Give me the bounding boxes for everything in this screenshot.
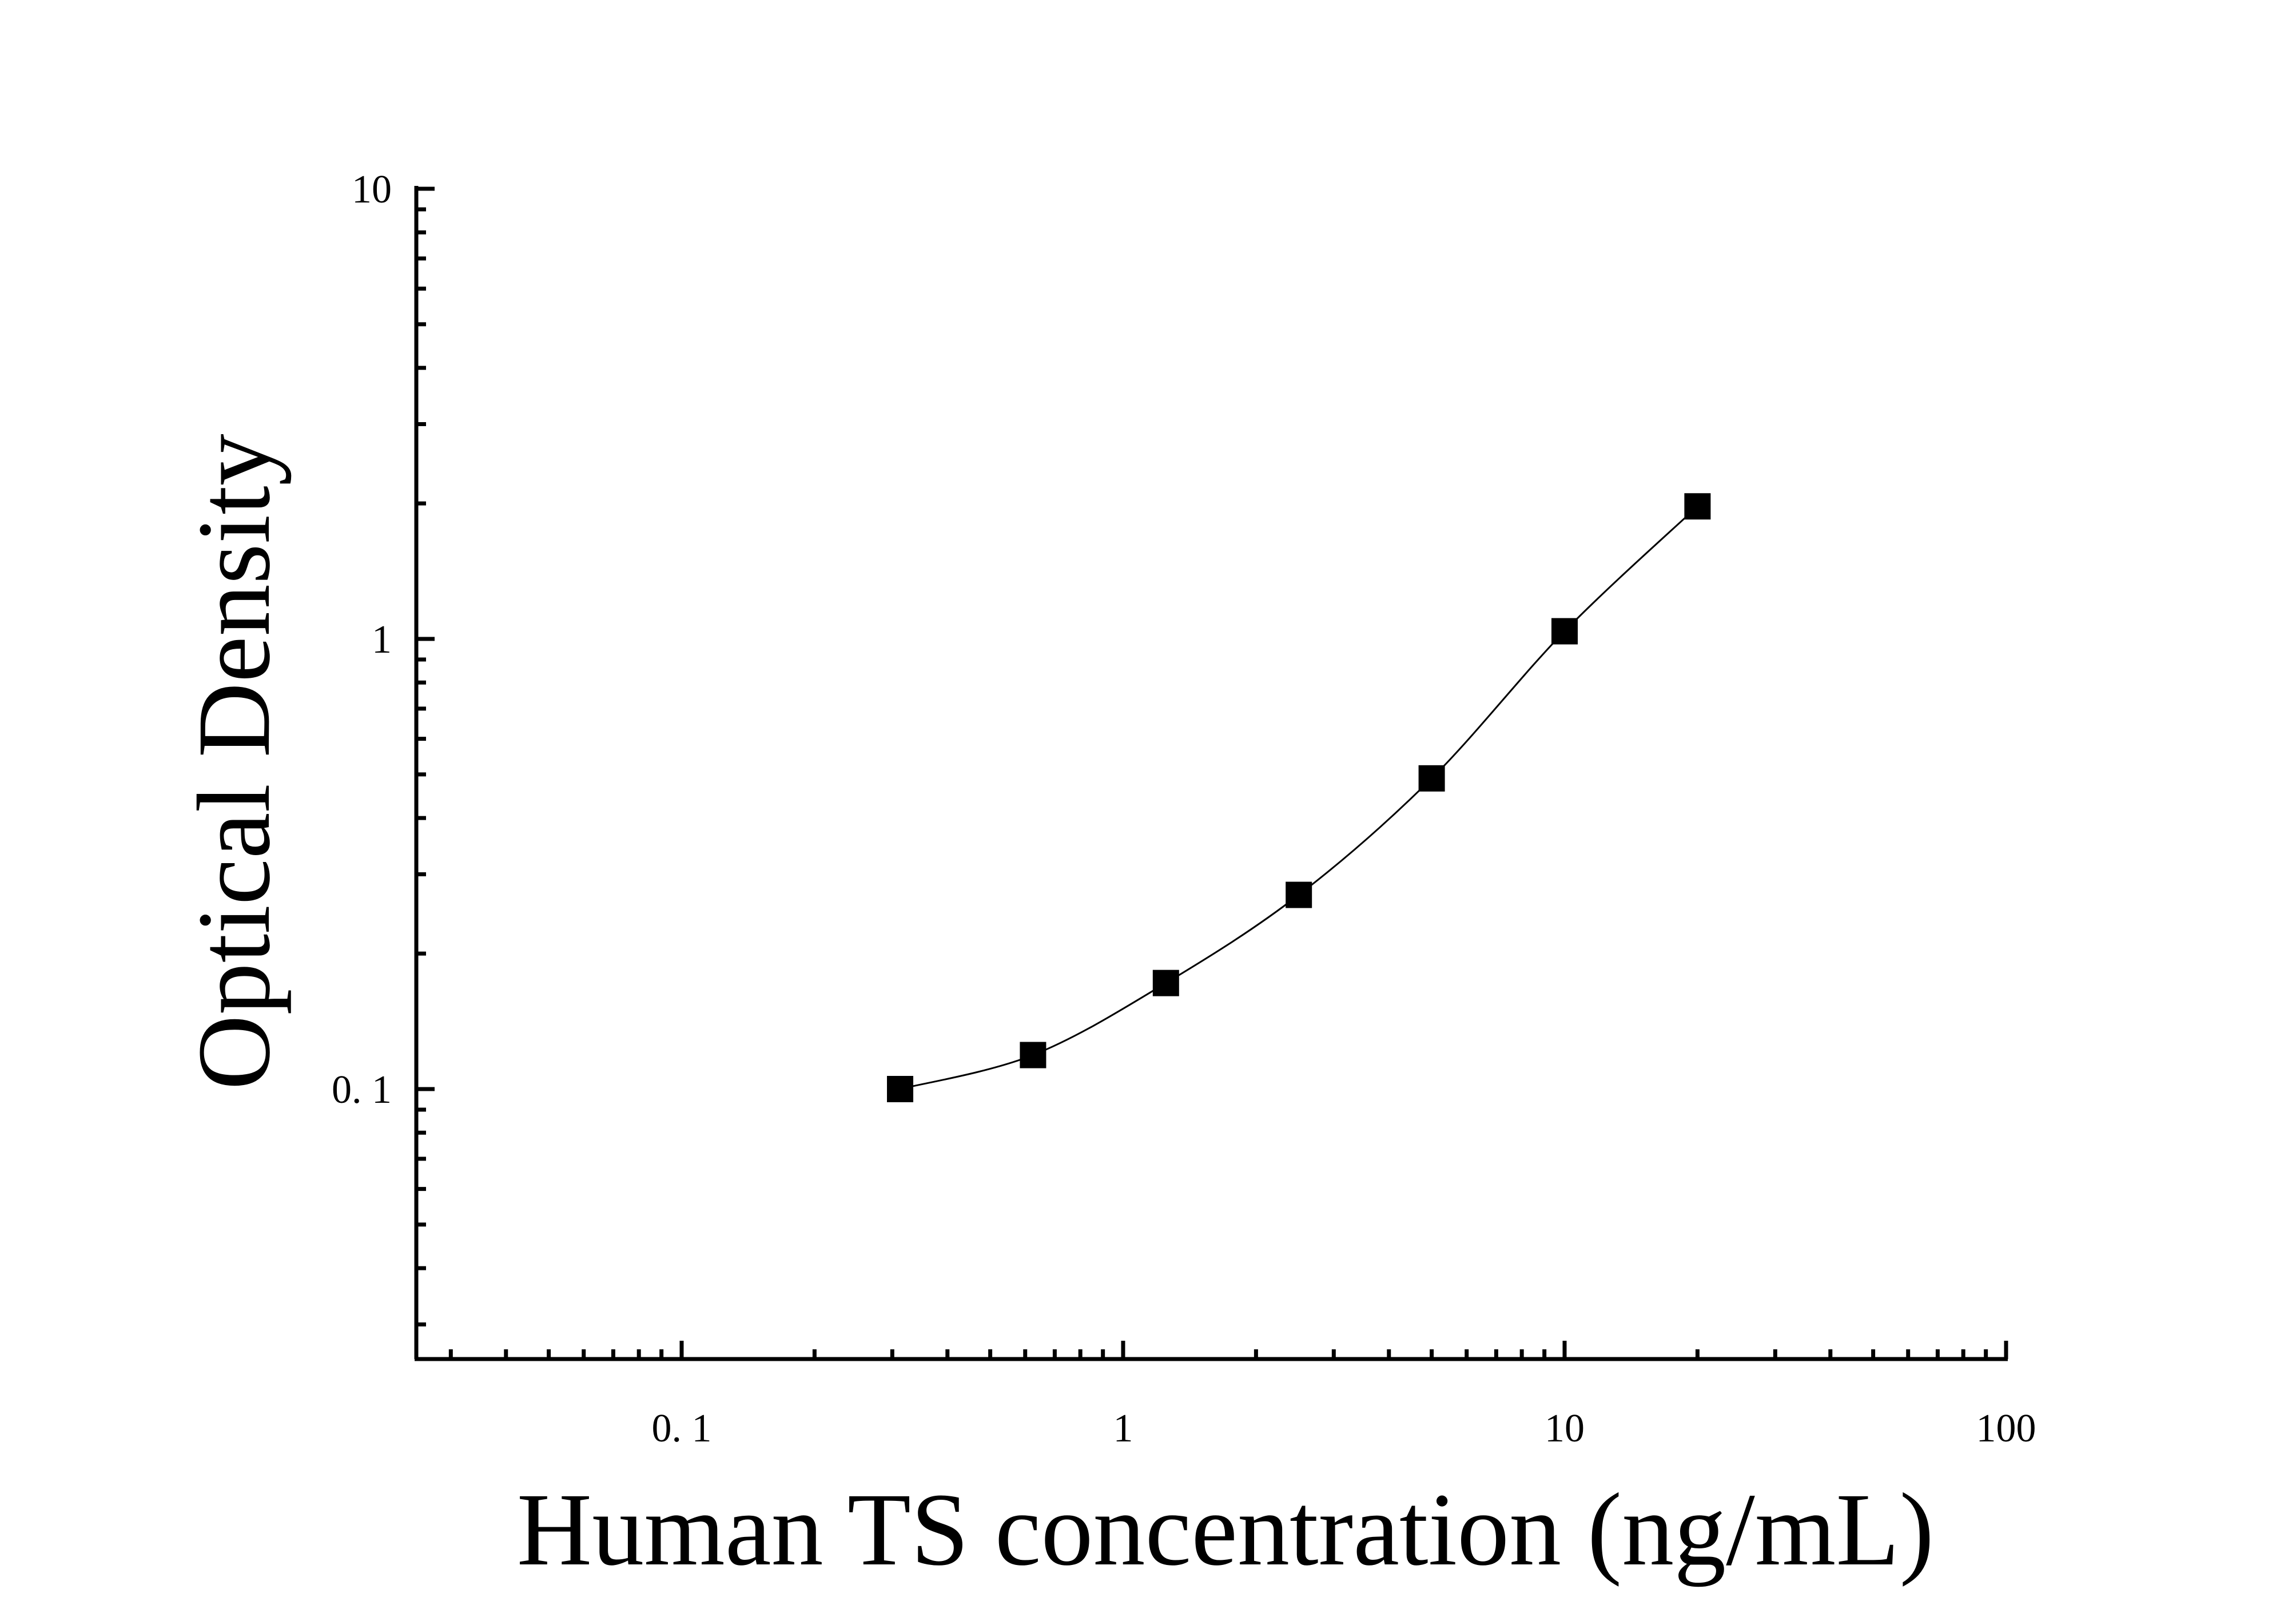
x-axis-title: Human TS concentration (ng/mL) — [517, 1472, 1934, 1587]
data-point — [1551, 618, 1578, 645]
x-minor-ticks — [448, 1349, 1988, 1359]
y-axis-title: Optical Density — [177, 434, 292, 1090]
y-tick-labels: 0. 1 1 10 — [332, 168, 392, 1112]
fit-curve — [900, 506, 1698, 1090]
x-tick-labels: 0. 1 1 10 100 — [652, 1407, 2036, 1451]
y-major-ticks — [416, 186, 435, 1091]
x-tick-label: 100 — [1976, 1407, 2036, 1451]
y-minor-ticks — [416, 207, 426, 1327]
data-point — [1020, 1042, 1046, 1068]
x-tick-label: 10 — [1545, 1407, 1585, 1451]
y-tick-label: 10 — [352, 168, 392, 212]
data-point — [1286, 881, 1312, 908]
x-major-ticks — [679, 1341, 2008, 1359]
data-point — [1152, 970, 1179, 996]
x-tick-label: 0. 1 — [652, 1407, 712, 1451]
y-tick-label: 0. 1 — [332, 1068, 392, 1112]
data-point — [887, 1076, 914, 1102]
x-tick-label: 1 — [1113, 1407, 1133, 1451]
data-point — [1684, 493, 1711, 520]
data-points — [887, 493, 1711, 1102]
data-point — [1418, 765, 1445, 792]
y-tick-label: 1 — [372, 618, 392, 662]
